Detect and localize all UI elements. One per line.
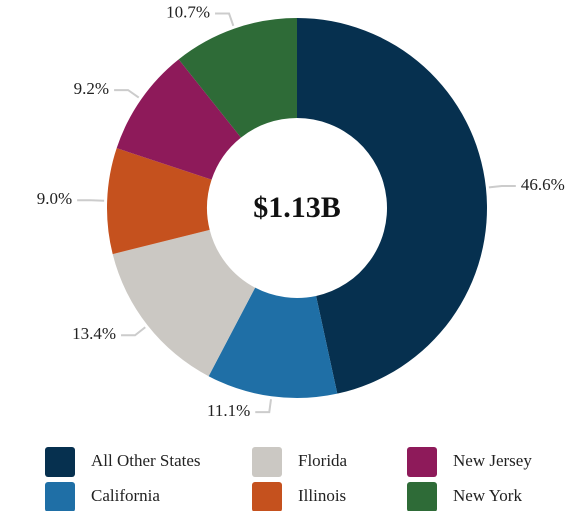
legend-label: Florida — [298, 451, 348, 470]
legend-label: New York — [453, 486, 522, 505]
legend-label: California — [91, 486, 160, 505]
legend-swatch — [407, 482, 437, 511]
donut-slice — [112, 229, 256, 377]
legend-swatch — [45, 482, 75, 511]
leader-line — [114, 89, 140, 99]
value-label: 9.0% — [37, 189, 72, 208]
leader-line — [121, 326, 146, 337]
legend-swatch — [45, 447, 75, 477]
leader-line — [255, 399, 272, 414]
legend-label: All Other States — [91, 451, 201, 470]
legend-swatch — [407, 447, 437, 477]
center-label: $1.13B — [253, 191, 341, 224]
donut-slice — [208, 287, 338, 398]
donut-slice — [297, 18, 488, 394]
legend-swatch — [252, 447, 282, 477]
value-label: 46.6% — [521, 175, 565, 194]
leader-line — [215, 12, 235, 27]
legend-label: Illinois — [298, 486, 346, 505]
value-label: 9.2% — [74, 79, 109, 98]
value-label: 10.7% — [166, 2, 210, 21]
value-label: 13.4% — [72, 324, 116, 343]
donut-slice — [178, 18, 297, 138]
leader-line — [488, 185, 516, 189]
legend-swatch — [252, 482, 282, 511]
value-label: 11.1% — [207, 401, 250, 420]
donut-slice — [107, 148, 212, 255]
donut-slice — [116, 59, 241, 180]
legend-label: New Jersey — [453, 451, 532, 470]
